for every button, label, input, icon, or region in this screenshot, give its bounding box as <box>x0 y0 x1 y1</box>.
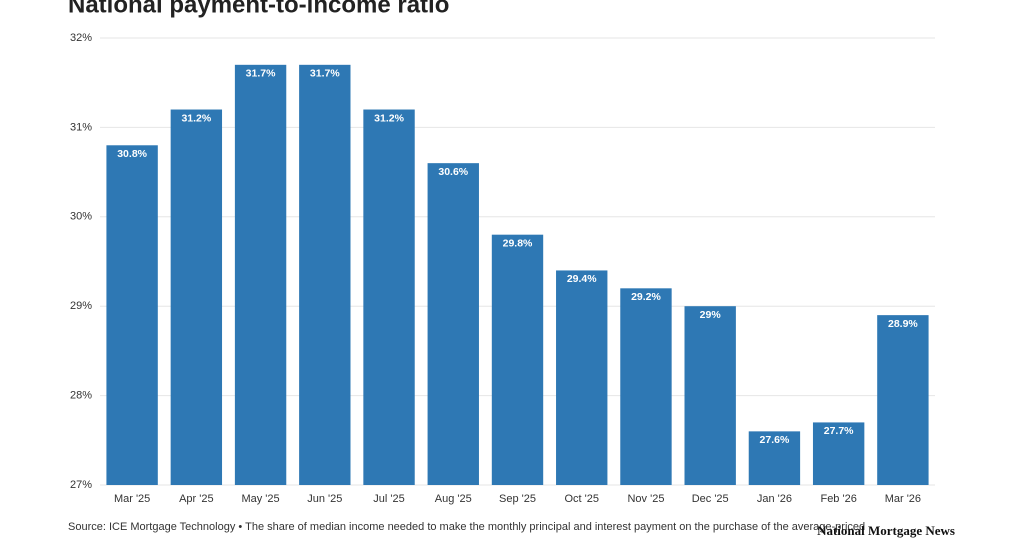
bar <box>491 234 544 485</box>
value-label: 31.7% <box>246 68 276 80</box>
value-label: 31.2% <box>181 112 211 124</box>
value-label: 29.2% <box>631 291 661 303</box>
y-tick-label: 29% <box>70 300 92 312</box>
x-tick-label: Mar '26 <box>885 493 921 505</box>
value-label: 30.6% <box>438 166 468 178</box>
bar <box>684 306 736 485</box>
x-tick-label: Jan '26 <box>757 493 792 505</box>
x-tick-label: Mar '25 <box>114 493 150 505</box>
logo: National Mortgage News <box>817 523 955 538</box>
bar <box>556 270 608 485</box>
y-tick-label: 31% <box>70 121 92 133</box>
x-tick-label: Nov '25 <box>627 493 664 505</box>
bar <box>427 163 479 485</box>
value-label: 29% <box>700 309 722 321</box>
value-label: 27.7% <box>824 425 854 437</box>
x-tick-label: Oct '25 <box>564 493 599 505</box>
x-tick-label: Apr '25 <box>179 493 214 505</box>
value-label: 31.2% <box>374 112 404 124</box>
y-tick-label: 32% <box>70 32 92 44</box>
chart-title: National payment-to-income ratio <box>68 0 449 18</box>
x-tick-label: Jun '25 <box>307 493 342 505</box>
x-tick-label: Aug '25 <box>435 493 472 505</box>
value-label: 29.4% <box>567 273 597 285</box>
y-tick-label: 28% <box>70 390 92 402</box>
x-tick-label: May '25 <box>241 493 279 505</box>
bar <box>877 315 929 485</box>
source-note: Source: ICE Mortgage Technology • The sh… <box>68 521 865 533</box>
value-label: 27.6% <box>760 434 790 446</box>
y-tick-label: 30% <box>70 211 92 223</box>
bar <box>748 431 801 485</box>
value-label: 28.9% <box>888 318 918 330</box>
value-label: 29.8% <box>503 237 533 249</box>
value-label: 31.7% <box>310 68 340 80</box>
bar <box>234 64 287 485</box>
bar <box>812 422 865 485</box>
bar <box>620 288 672 485</box>
x-tick-label: Sep '25 <box>499 493 536 505</box>
x-tick-label: Dec '25 <box>692 493 729 505</box>
bar <box>299 64 351 485</box>
x-tick-label: Feb '26 <box>820 493 856 505</box>
bar <box>106 145 158 485</box>
y-tick-label: 27% <box>70 479 92 491</box>
value-label: 30.8% <box>117 148 147 160</box>
x-tick-label: Jul '25 <box>373 493 404 505</box>
bar <box>363 109 415 486</box>
bar <box>170 109 223 486</box>
